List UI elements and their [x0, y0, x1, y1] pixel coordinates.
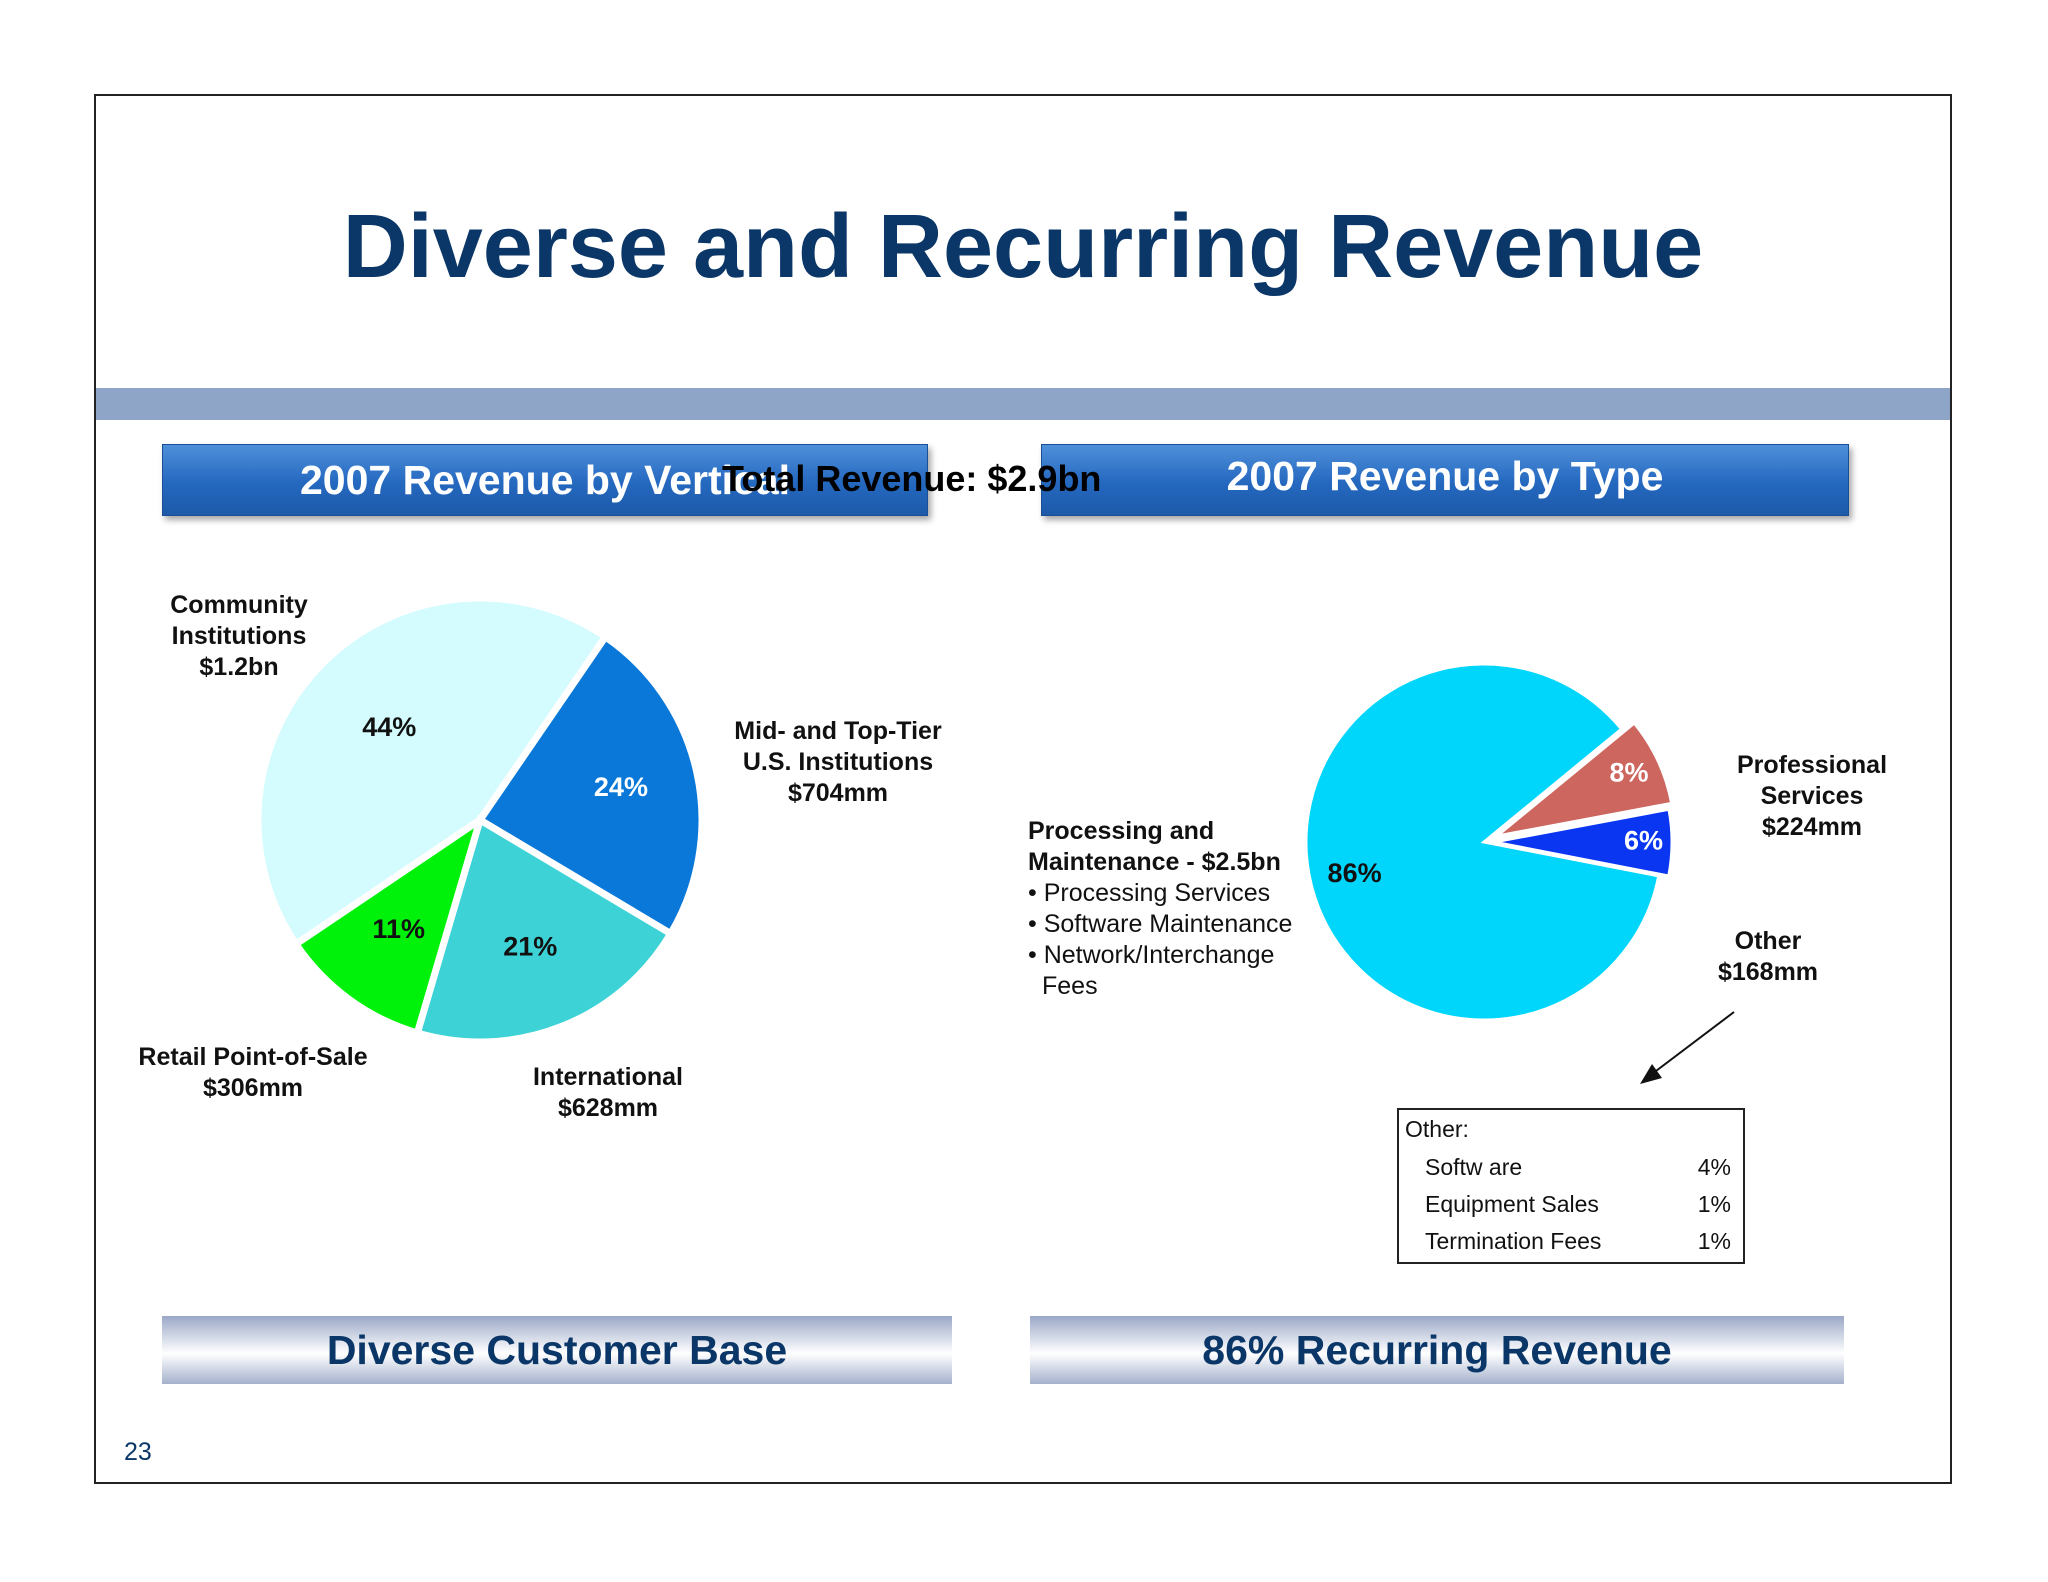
slide-title: Diverse and Recurring Revenue: [342, 197, 1704, 297]
pie-data-label: 6%: [1624, 826, 1663, 856]
label-line: Retail Point-of-Sale: [138, 1043, 368, 1071]
right-footer-banner: 86% Recurring Revenue: [1030, 1316, 1844, 1384]
label-retail-pos: Retail Point-of-Sale $306mm: [120, 1042, 386, 1104]
right-chart-header: 2007 Revenue by Type: [1041, 444, 1849, 516]
other-table-title: Other:: [1405, 1116, 1469, 1142]
label-line: Professional: [1736, 751, 1888, 779]
pie-data-label: 21%: [503, 931, 557, 961]
label-line: $704mm: [787, 779, 889, 807]
label-line: U.S. Institutions: [742, 748, 934, 776]
row-value: 1%: [1697, 1228, 1731, 1254]
label-line: Processing and: [1028, 817, 1215, 845]
label-line: Mid- and Top-Tier: [734, 717, 942, 745]
table-row: Softw are 4%: [1425, 1154, 1731, 1181]
other-breakdown-table: Other: Softw are 4% Equipment Sales 1% T…: [1397, 1108, 1745, 1264]
label-line: International: [532, 1063, 683, 1091]
pie-slice-retail-point-of-sale: [291, 811, 487, 1038]
label-bullet: • Processing Services: [1028, 879, 1271, 907]
pie-data-label: 86%: [1328, 858, 1382, 888]
other-pointer-arrow: [1640, 1011, 1735, 1084]
label-processing-maintenance: Processing and Maintenance - $2.5bn • Pr…: [1028, 816, 1328, 1002]
label-line: $1.2bn: [199, 653, 279, 681]
pie-slice-community-institutions: [254, 594, 611, 950]
label-line: $628mm: [557, 1094, 659, 1122]
vertical-pie: 44% 24% 21% 11%: [254, 594, 706, 1046]
label-line: Maintenance - $2.5bn: [1028, 848, 1281, 876]
label-mid-top-tier: Mid- and Top-Tier U.S. Institutions $704…: [718, 716, 958, 809]
row-value: 1%: [1697, 1191, 1731, 1217]
pie-slice-international: [412, 814, 676, 1046]
label-community-institutions: Community Institutions $1.2bn: [150, 590, 328, 683]
label-bullet: • Network/Interchange: [1028, 941, 1275, 969]
label-other: Other $168mm: [1698, 926, 1838, 988]
page-number: 23: [124, 1438, 152, 1466]
label-line: $168mm: [1717, 958, 1819, 986]
pie-slice-mid-and-top-tier-u-s-institutions: [475, 631, 706, 939]
label-professional-services: Professional Services $224mm: [1712, 750, 1912, 843]
label-bullet: Fees: [1042, 972, 1098, 1000]
label-line: Institutions: [171, 622, 307, 650]
label-line: $306mm: [202, 1074, 304, 1102]
pie-slice-professional-services: [1495, 720, 1674, 838]
label-line: Services: [1760, 782, 1864, 810]
pie-data-label: 44%: [362, 712, 416, 742]
row-label: Equipment Sales: [1425, 1191, 1599, 1217]
table-row: Equipment Sales 1%: [1425, 1191, 1731, 1218]
title-rule: [96, 388, 1950, 420]
label-line: Community: [170, 591, 308, 619]
pie-data-label: 24%: [594, 772, 648, 802]
label-bullet: • Software Maintenance: [1028, 910, 1293, 938]
total-revenue: Total Revenue: $2.9bn: [722, 458, 1102, 499]
label-line: Other: [1734, 927, 1802, 955]
pie-slice-processing-and-maintenance: [1304, 662, 1661, 1022]
pie-data-label: 11%: [372, 914, 425, 944]
row-label: Softw are: [1425, 1154, 1523, 1180]
table-row: Termination Fees 1%: [1425, 1228, 1731, 1255]
row-value: 4%: [1697, 1154, 1731, 1180]
type-pie: 86% 8% 6%: [1304, 662, 1674, 1022]
label-international: International $628mm: [508, 1062, 708, 1124]
pie-slice-other: [1493, 807, 1674, 878]
left-footer-banner: Diverse Customer Base: [162, 1316, 952, 1384]
pie-data-label: 8%: [1609, 758, 1648, 788]
left-chart-header: 2007 Revenue by Vertical: [162, 444, 928, 516]
row-label: Termination Fees: [1425, 1228, 1602, 1254]
label-line: $224mm: [1761, 813, 1863, 841]
